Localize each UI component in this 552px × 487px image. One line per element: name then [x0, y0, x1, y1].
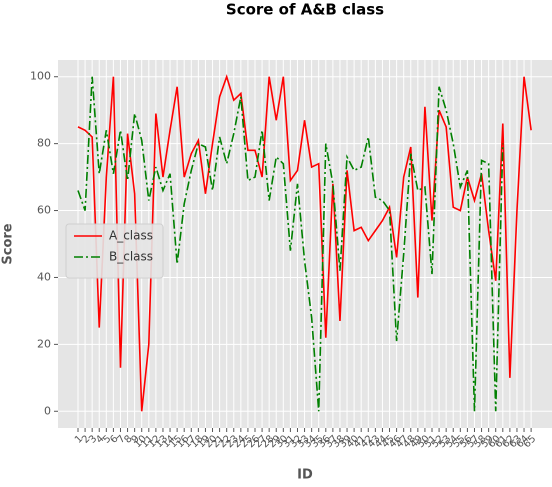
lines — [77, 74, 532, 412]
y-axis-label: Score — [1, 223, 16, 264]
legend-box — [65, 223, 164, 279]
x-axis-label: ID — [297, 468, 313, 483]
data-line — [77, 74, 532, 412]
y-tick-label: 20 — [37, 337, 51, 350]
y-tick-label: 80 — [37, 137, 51, 150]
y-tick-label: 0 — [44, 404, 51, 417]
legend-label: B_class — [109, 250, 153, 264]
legend-label: A_class — [109, 229, 153, 243]
y-tick-label: 60 — [37, 204, 51, 217]
y-tick-label: 100 — [30, 70, 51, 83]
chart-title: Score of A&B class — [226, 1, 384, 19]
y-tick-label: 40 — [37, 270, 51, 283]
legend: A_class B_class — [65, 223, 164, 279]
data-line — [77, 76, 504, 412]
grid: 0204060801001234567891011121314151617181… — [30, 60, 552, 450]
